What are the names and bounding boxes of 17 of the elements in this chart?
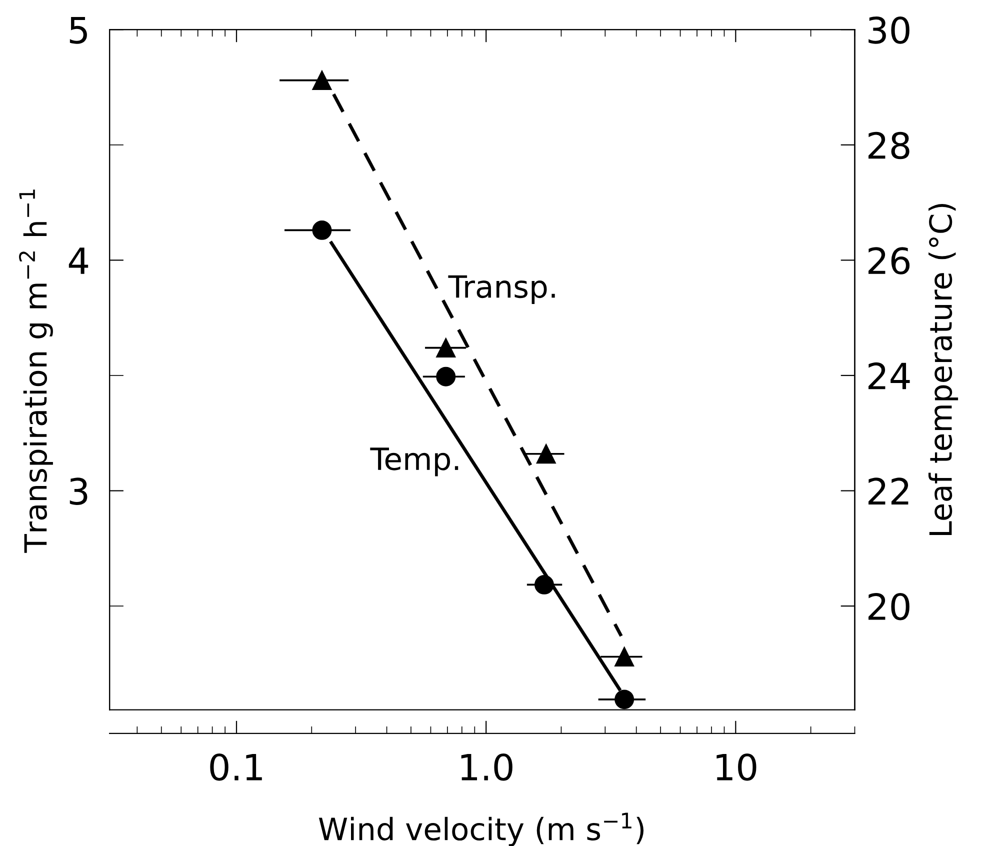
y-tick-label: 5	[70, 17, 87, 44]
y2-tick-label: 28	[868, 132, 910, 160]
y-tick-label: 3	[70, 478, 88, 505]
y2-tick-label: 24	[868, 362, 910, 390]
series-label: Temp.	[370, 448, 458, 476]
series-label: Transp.	[448, 275, 555, 304]
x-tick-label: 0.1	[210, 753, 262, 781]
x-axis-title: Wind velocity (m s$^{−1}$)	[318, 812, 644, 846]
y-axis-title: Transpiration g m$^{−2}$ h$^{−1}$	[19, 190, 53, 553]
y-tick-label: 4	[68, 248, 88, 274]
y2-axis-title: Leaf temperature (°C)	[928, 204, 958, 536]
y2-tick-label: 30	[868, 16, 910, 44]
x-tick-label: 1.0	[461, 753, 512, 781]
y2-tick-label: 26	[868, 247, 910, 274]
y2-tick-label: 22	[868, 478, 908, 504]
x-tick-label: 10	[716, 753, 756, 781]
y2-tick-label: 20	[868, 592, 910, 620]
